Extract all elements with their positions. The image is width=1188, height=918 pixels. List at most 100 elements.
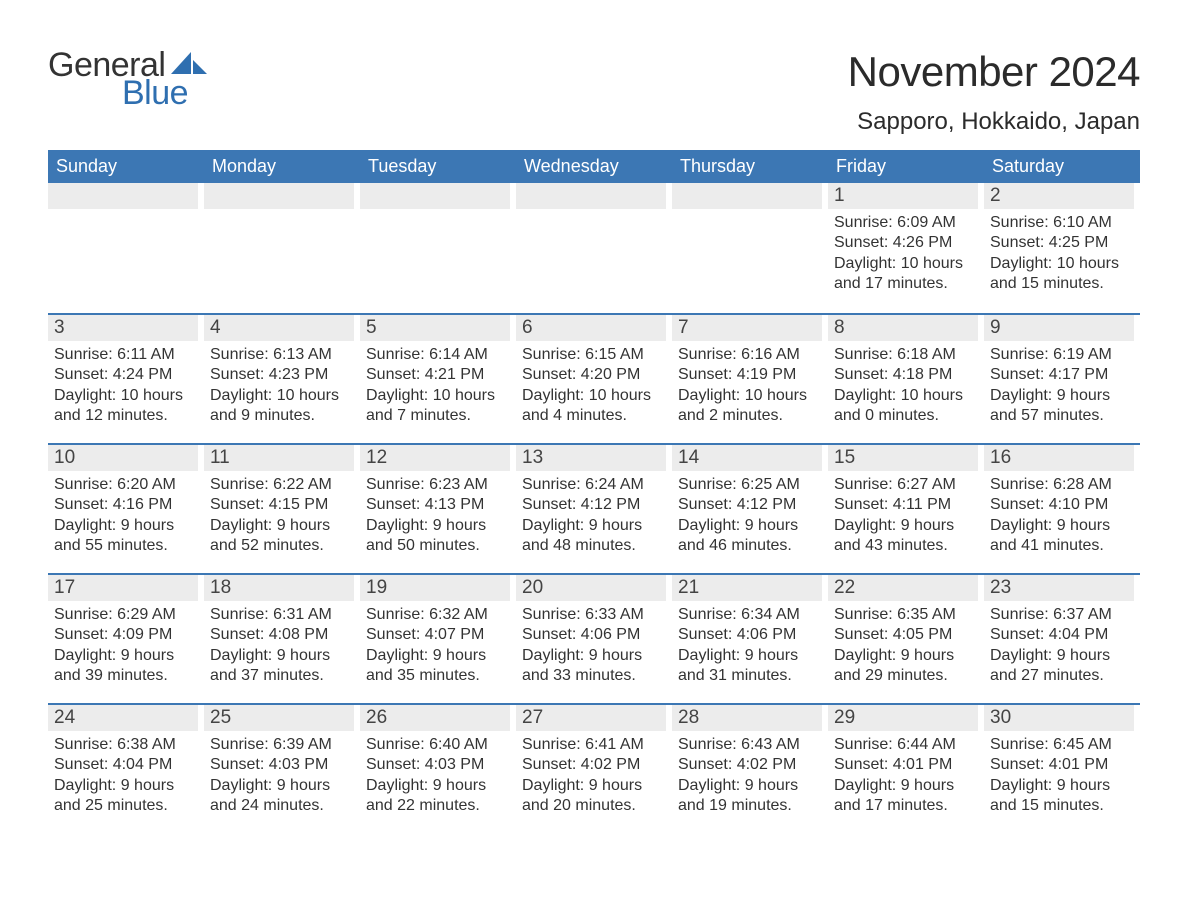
sunrise-text: Sunrise: 6:38 AM — [54, 735, 198, 755]
sunrise-text: Sunrise: 6:43 AM — [678, 735, 822, 755]
sunset-text: Sunset: 4:13 PM — [366, 495, 510, 515]
day-number: 19 — [360, 575, 510, 601]
daylight-text: Daylight: 10 hours and 9 minutes. — [210, 386, 354, 427]
day-details: Sunrise: 6:11 AMSunset: 4:24 PMDaylight:… — [48, 345, 198, 427]
daylight-text: Daylight: 9 hours and 39 minutes. — [54, 646, 198, 687]
month-title: November 2024 — [848, 48, 1140, 96]
calendar-day-cell — [672, 183, 828, 301]
day-number: 21 — [672, 575, 822, 601]
day-number: 22 — [828, 575, 978, 601]
day-details: Sunrise: 6:23 AMSunset: 4:13 PMDaylight:… — [360, 475, 510, 557]
calendar-day-cell: 7Sunrise: 6:16 AMSunset: 4:19 PMDaylight… — [672, 315, 828, 431]
day-details: Sunrise: 6:39 AMSunset: 4:03 PMDaylight:… — [204, 735, 354, 817]
weekday-header: Sunday — [48, 150, 204, 183]
day-details: Sunrise: 6:13 AMSunset: 4:23 PMDaylight:… — [204, 345, 354, 427]
daylight-text: Daylight: 9 hours and 37 minutes. — [210, 646, 354, 687]
sunset-text: Sunset: 4:10 PM — [990, 495, 1134, 515]
calendar-day-cell: 8Sunrise: 6:18 AMSunset: 4:18 PMDaylight… — [828, 315, 984, 431]
day-details: Sunrise: 6:43 AMSunset: 4:02 PMDaylight:… — [672, 735, 822, 817]
daylight-text: Daylight: 9 hours and 19 minutes. — [678, 776, 822, 817]
daylight-text: Daylight: 10 hours and 2 minutes. — [678, 386, 822, 427]
weekday-header-row: SundayMondayTuesdayWednesdayThursdayFrid… — [48, 150, 1140, 183]
day-number: 8 — [828, 315, 978, 341]
daylight-text: Daylight: 9 hours and 50 minutes. — [366, 516, 510, 557]
calendar-week-row: 1 Sunrise: 6:09 AMSunset: 4:26 PMDaylight… — [48, 183, 1140, 313]
location-subtitle: Sapporo, Hokkaido, Japan — [848, 108, 1140, 136]
sunset-text: Sunset: 4:16 PM — [54, 495, 198, 515]
day-number: 1 — [828, 183, 978, 209]
day-details: Sunrise: 6:34 AMSunset: 4:06 PMDaylight:… — [672, 605, 822, 687]
day-details: Sunrise: 6:14 AMSunset: 4:21 PMDaylight:… — [360, 345, 510, 427]
daylight-text: Daylight: 10 hours and 17 minutes. — [834, 254, 978, 295]
day-details: Sunrise: 6:20 AMSunset: 4:16 PMDaylight:… — [48, 475, 198, 557]
daylight-text: Daylight: 9 hours and 57 minutes. — [990, 386, 1134, 427]
sunrise-text: Sunrise: 6:19 AM — [990, 345, 1134, 365]
sunrise-text: Sunrise: 6:22 AM — [210, 475, 354, 495]
sunset-text: Sunset: 4:17 PM — [990, 365, 1134, 385]
sunrise-text: Sunrise: 6:39 AM — [210, 735, 354, 755]
sunset-text: Sunset: 4:08 PM — [210, 625, 354, 645]
sunset-text: Sunset: 4:12 PM — [678, 495, 822, 515]
sunset-text: Sunset: 4:26 PM — [834, 233, 978, 253]
daylight-text: Daylight: 10 hours and 4 minutes. — [522, 386, 666, 427]
sunset-text: Sunset: 4:12 PM — [522, 495, 666, 515]
calendar-day-cell: 23Sunrise: 6:37 AMSunset: 4:04 PMDayligh… — [984, 575, 1140, 691]
daylight-text: Daylight: 10 hours and 12 minutes. — [54, 386, 198, 427]
day-number: 6 — [516, 315, 666, 341]
sunrise-text: Sunrise: 6:09 AM — [834, 213, 978, 233]
day-details: Sunrise: 6:31 AMSunset: 4:08 PMDaylight:… — [204, 605, 354, 687]
sunset-text: Sunset: 4:07 PM — [366, 625, 510, 645]
day-details: Sunrise: 6:27 AMSunset: 4:11 PMDaylight:… — [828, 475, 978, 557]
sunrise-text: Sunrise: 6:29 AM — [54, 605, 198, 625]
daylight-text: Daylight: 10 hours and 0 minutes. — [834, 386, 978, 427]
calendar-day-cell: 27Sunrise: 6:41 AMSunset: 4:02 PMDayligh… — [516, 705, 672, 821]
day-number: 26 — [360, 705, 510, 731]
calendar-day-cell: 12 Sunrise: 6:23 AMSunset: 4:13 PMDayligh… — [360, 445, 516, 561]
day-number: 12 — [360, 445, 510, 471]
sunrise-text: Sunrise: 6:23 AM — [366, 475, 510, 495]
day-number: 30 — [984, 705, 1134, 731]
weekday-header: Friday — [828, 150, 984, 183]
calendar-day-cell — [48, 183, 204, 301]
day-number: 25 — [204, 705, 354, 731]
day-number: 16 — [984, 445, 1134, 471]
day-number — [516, 183, 666, 209]
weekday-header: Tuesday — [360, 150, 516, 183]
calendar-day-cell — [204, 183, 360, 301]
daylight-text: Daylight: 9 hours and 27 minutes. — [990, 646, 1134, 687]
day-details: Sunrise: 6:15 AMSunset: 4:20 PMDaylight:… — [516, 345, 666, 427]
page-header: General Blue November 2024 Sapporo, Hokk… — [48, 48, 1140, 136]
calendar-day-cell: 3Sunrise: 6:11 AMSunset: 4:24 PMDaylight… — [48, 315, 204, 431]
day-number — [204, 183, 354, 209]
day-number: 4 — [204, 315, 354, 341]
day-details: Sunrise: 6:24 AMSunset: 4:12 PMDaylight:… — [516, 475, 666, 557]
sunrise-text: Sunrise: 6:16 AM — [678, 345, 822, 365]
daylight-text: Daylight: 9 hours and 24 minutes. — [210, 776, 354, 817]
daylight-text: Daylight: 9 hours and 31 minutes. — [678, 646, 822, 687]
sunset-text: Sunset: 4:06 PM — [522, 625, 666, 645]
calendar-day-cell: 22Sunrise: 6:35 AMSunset: 4:05 PMDayligh… — [828, 575, 984, 691]
calendar-body: 1Sunrise: 6:09 AMSunset: 4:26 PMDaylight… — [48, 183, 1140, 833]
brand-logo: General Blue — [48, 48, 207, 110]
day-details: Sunrise: 6:45 AMSunset: 4:01 PMDaylight:… — [984, 735, 1134, 817]
weekday-header: Saturday — [984, 150, 1140, 183]
sunset-text: Sunset: 4:04 PM — [54, 755, 198, 775]
sunset-text: Sunset: 4:18 PM — [834, 365, 978, 385]
sunrise-text: Sunrise: 6:25 AM — [678, 475, 822, 495]
calendar-day-cell: 30 Sunrise: 6:45 AMSunset: 4:01 PMDayligh… — [984, 705, 1140, 821]
day-details: Sunrise: 6:44 AMSunset: 4:01 PMDaylight:… — [828, 735, 978, 817]
day-number: 24 — [48, 705, 198, 731]
sunrise-text: Sunrise: 6:33 AM — [522, 605, 666, 625]
day-number: 23 — [984, 575, 1134, 601]
sunset-text: Sunset: 4:03 PM — [366, 755, 510, 775]
day-details: Sunrise: 6:40 AMSunset: 4:03 PMDaylight:… — [360, 735, 510, 817]
calendar-day-cell: 19Sunrise: 6:32 AMSunset: 4:07 PMDayligh… — [360, 575, 516, 691]
calendar-day-cell: 25 Sunrise: 6:39 AMSunset: 4:03 PMDayligh… — [204, 705, 360, 821]
sunrise-text: Sunrise: 6:41 AM — [522, 735, 666, 755]
day-number: 17 — [48, 575, 198, 601]
calendar-day-cell: 28Sunrise: 6:43 AMSunset: 4:02 PMDayligh… — [672, 705, 828, 821]
calendar-day-cell: 14Sunrise: 6:25 AMSunset: 4:12 PMDayligh… — [672, 445, 828, 561]
weekday-header: Thursday — [672, 150, 828, 183]
sunrise-text: Sunrise: 6:37 AM — [990, 605, 1134, 625]
day-number: 7 — [672, 315, 822, 341]
